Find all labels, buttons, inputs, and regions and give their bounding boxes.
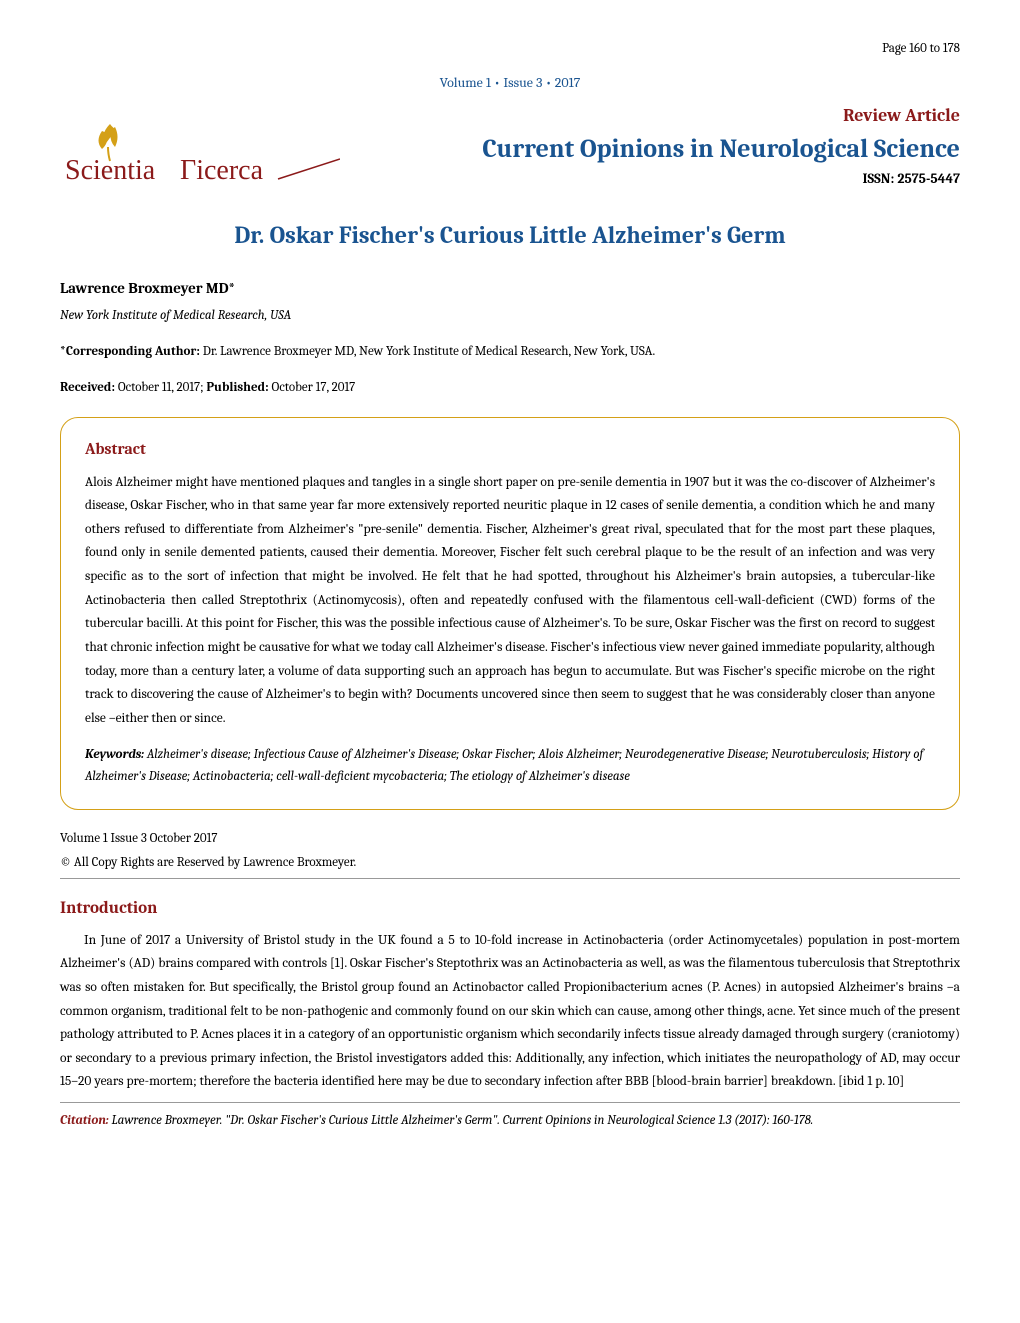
issn: ISSN: 2575-5447 — [350, 169, 960, 189]
article-title: Dr. Oskar Fischer's Curious Little Alzhe… — [60, 219, 960, 253]
corresponding-label: *Corresponding Author: — [60, 344, 203, 359]
published-label: Published: — [206, 380, 271, 395]
author-name: Lawrence Broxmeyer MD* — [60, 278, 960, 299]
published-date: October 17, 2017 — [272, 380, 356, 395]
abstract-box: Abstract Alois Alzheimer might have ment… — [60, 417, 960, 809]
introduction-text: In June of 2017 a University of Bristol … — [60, 929, 960, 1103]
svg-text:Гicerca: Гicerca — [180, 155, 264, 186]
dates-line: Received: October 11, 2017; Published: O… — [60, 379, 960, 397]
copyright-line: © All Copy Rights are Reserved by Lawren… — [60, 854, 960, 879]
citation-block: Citation: Lawrence Broxmeyer. "Dr. Oskar… — [60, 1111, 960, 1132]
keywords: Keywords: Alzheimer's disease; Infectiou… — [85, 744, 935, 788]
journal-title: Current Opinions in Neurological Science — [350, 131, 960, 167]
corresponding-text: Dr. Lawrence Broxmeyer MD, New York Inst… — [203, 344, 655, 359]
page-number: Page 160 to 178 — [60, 40, 960, 58]
header-row: Scientia Гicerca Review Article Current … — [60, 103, 960, 189]
received-label: Received: — [60, 380, 118, 395]
keywords-label: Keywords: — [85, 747, 147, 762]
article-type: Review Article — [350, 103, 960, 128]
svg-text:Scientia: Scientia — [65, 155, 156, 186]
received-date: October 11, 2017; — [118, 380, 207, 395]
author-affiliation: New York Institute of Medical Research, … — [60, 307, 960, 325]
introduction-heading: Introduction — [60, 897, 960, 921]
publisher-logo: Scientia Гicerca — [60, 119, 340, 189]
abstract-text: Alois Alzheimer might have mentioned pla… — [85, 471, 935, 731]
volume-issue-info: Volume 1 • Issue 3 • 2017 — [60, 73, 960, 93]
corresponding-author: *Corresponding Author: Dr. Lawrence Brox… — [60, 343, 960, 361]
scientia-ricerca-logo: Scientia Гicerca — [60, 119, 340, 189]
citation-text: Lawrence Broxmeyer. "Dr. Oskar Fischer's… — [111, 1113, 813, 1128]
keywords-text: Alzheimer's disease; Infectious Cause of… — [85, 747, 923, 784]
header-right: Review Article Current Opinions in Neuro… — [350, 103, 960, 189]
abstract-heading: Abstract — [85, 438, 935, 460]
volume-line: Volume 1 Issue 3 October 2017 — [60, 830, 960, 848]
citation-label: Citation: — [60, 1113, 111, 1128]
